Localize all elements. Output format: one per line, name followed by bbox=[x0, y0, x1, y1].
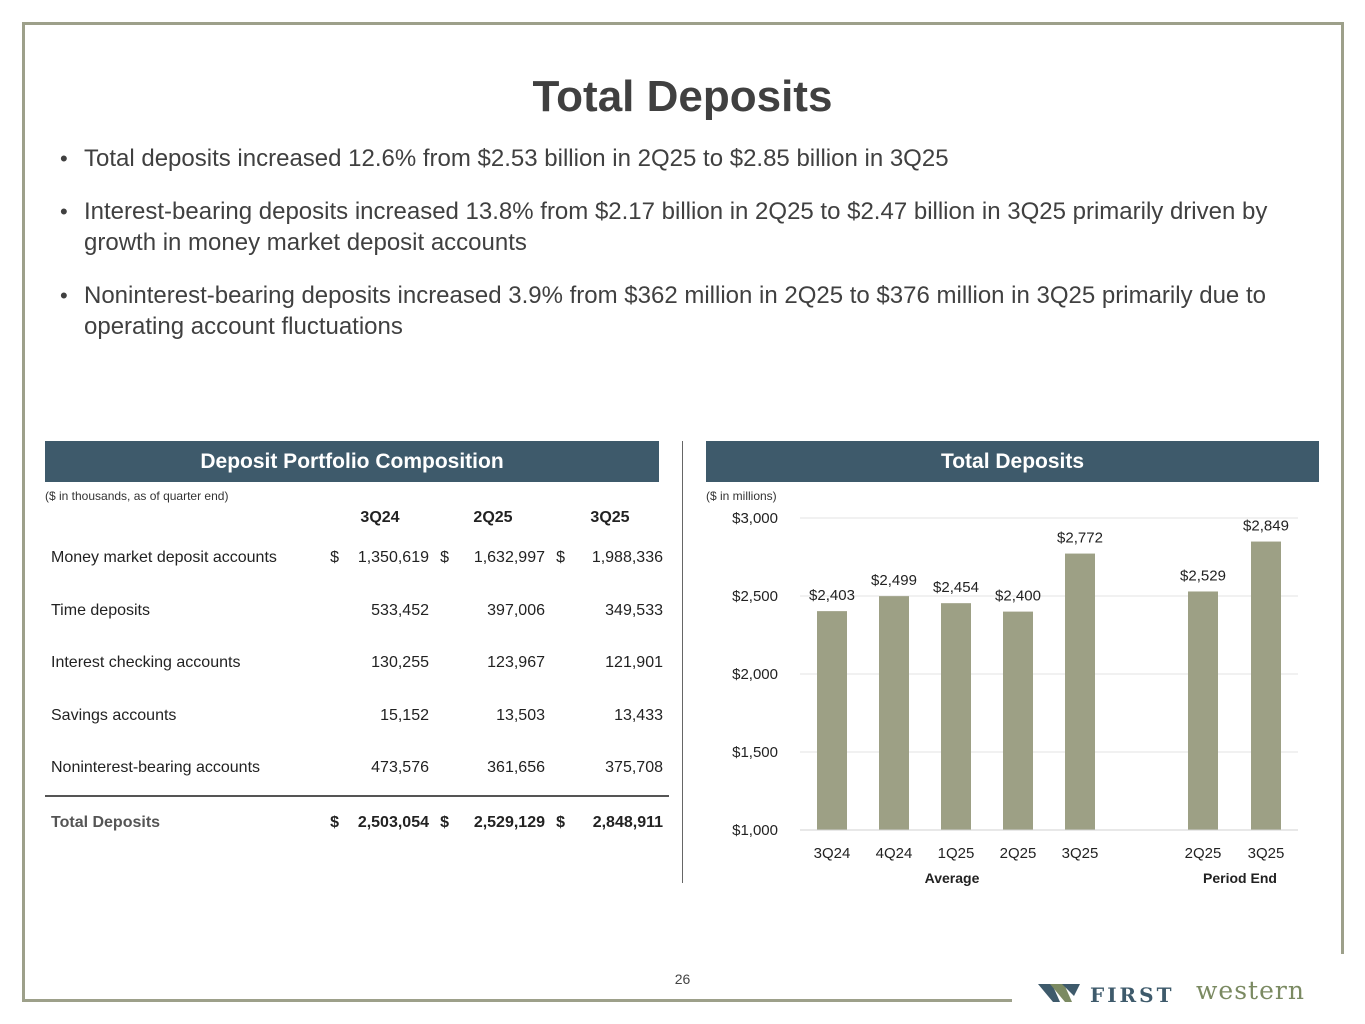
x-tick-label: 4Q24 bbox=[876, 845, 913, 862]
cell-value: 397,006 bbox=[487, 601, 545, 619]
x-tick-label: 3Q25 bbox=[1248, 845, 1285, 862]
cell-value: 1,632,997 bbox=[473, 549, 545, 567]
bullet-icon: • bbox=[60, 146, 68, 171]
bar bbox=[1251, 541, 1281, 830]
cell-value: 375,708 bbox=[605, 759, 663, 777]
bullet-item: • Noninterest-bearing deposits increased … bbox=[60, 280, 1330, 342]
first-western-logo: FIRST western bbox=[1038, 976, 1344, 1008]
composition-units-note: ($ in thousands, as of quarter end) bbox=[45, 489, 229, 503]
bar bbox=[1188, 591, 1218, 830]
page-title: Total Deposits bbox=[532, 72, 833, 121]
bar-data-label: $2,529 bbox=[1180, 567, 1226, 584]
bullet-text: Interest-bearing deposits increased 13.8… bbox=[84, 198, 1268, 256]
panel-divider bbox=[682, 441, 683, 883]
bar bbox=[941, 603, 971, 830]
cell-value: 15,152 bbox=[380, 706, 429, 724]
logo-mark-icon bbox=[1038, 984, 1080, 1002]
page-number: 26 bbox=[674, 971, 691, 987]
total-value: 2,503,054 bbox=[339, 794, 435, 849]
cell-value: 1,988,336 bbox=[591, 549, 663, 567]
currency-symbol: $ bbox=[435, 794, 449, 849]
table-row: Money market deposit accounts $ 1,350,61… bbox=[45, 532, 669, 585]
table-row: Noninterest-bearing accounts 473,576 361… bbox=[45, 742, 669, 796]
cell-value: 361,656 bbox=[487, 759, 545, 777]
column-header: 2Q25 bbox=[473, 509, 513, 526]
x-tick-label: 2Q25 bbox=[1000, 845, 1037, 862]
table-total-row: Total Deposits $ 2,503,054 $ 2,529,129 $… bbox=[45, 794, 669, 849]
x-tick-label: 2Q25 bbox=[1185, 845, 1222, 862]
currency-symbol: $ bbox=[440, 549, 449, 567]
bar bbox=[879, 596, 909, 830]
group-label: Average bbox=[925, 870, 980, 886]
cell-value: 1,350,619 bbox=[357, 549, 429, 567]
bullet-item: • Interest-bearing deposits increased 13.… bbox=[60, 196, 1330, 258]
row-label: Money market deposit accounts bbox=[51, 549, 277, 567]
row-label: Savings accounts bbox=[51, 706, 177, 724]
group-label: Period End bbox=[1203, 870, 1277, 886]
cell-value: 533,452 bbox=[371, 601, 429, 619]
y-tick-label: $2,500 bbox=[732, 588, 778, 605]
row-label: Noninterest-bearing accounts bbox=[51, 759, 261, 777]
currency-symbol: $ bbox=[556, 549, 565, 567]
y-tick-label: $3,000 bbox=[732, 510, 778, 527]
currency-symbol: $ bbox=[330, 549, 339, 567]
total-value: 2,529,129 bbox=[449, 794, 551, 849]
bar-data-label: $2,403 bbox=[809, 587, 855, 604]
bar-data-label: $2,499 bbox=[871, 572, 917, 589]
x-tick-label: 1Q25 bbox=[938, 845, 975, 862]
bullet-icon: • bbox=[60, 283, 68, 308]
table-row: Interest checking accounts 130,255 123,9… bbox=[45, 637, 669, 690]
total-label: Total Deposits bbox=[45, 794, 325, 849]
cell-value: 121,901 bbox=[605, 654, 663, 672]
table-header-row: 3Q24 2Q25 3Q25 bbox=[45, 504, 669, 532]
currency-symbol: $ bbox=[551, 794, 565, 849]
bar-data-label: $2,454 bbox=[933, 579, 979, 596]
total-deposits-chart-header: Total Deposits bbox=[706, 441, 1319, 482]
frame-bottom-border bbox=[22, 999, 1012, 1002]
cell-value: 13,503 bbox=[496, 706, 545, 724]
bar bbox=[1065, 553, 1095, 830]
frame-top-border bbox=[22, 22, 1344, 25]
bar bbox=[817, 611, 847, 830]
logo-word-western: western bbox=[1196, 976, 1305, 1005]
x-tick-label: 3Q24 bbox=[814, 845, 851, 862]
bullet-list: • Total deposits increased 12.6% from $2.… bbox=[60, 143, 1330, 364]
total-deposits-bar-chart: $1,000 $1,500 $2,000 $2,500 $3,000 $2,403 3Q24… bbox=[732, 510, 1298, 886]
table-row: Savings accounts 15,152 13,503 13,433 bbox=[45, 690, 669, 743]
y-tick-label: $2,000 bbox=[732, 666, 778, 683]
bar-data-label: $2,400 bbox=[995, 588, 1041, 605]
total-value: 2,848,911 bbox=[565, 794, 669, 849]
cell-value: 473,576 bbox=[371, 759, 429, 777]
currency-symbol: $ bbox=[325, 794, 339, 849]
x-tick-label: 3Q25 bbox=[1062, 845, 1099, 862]
cell-value: 349,533 bbox=[605, 601, 663, 619]
table-row: Time deposits 533,452 397,006 349,533 bbox=[45, 585, 669, 638]
deposit-composition-table: 3Q24 2Q25 3Q25 Money market deposit acco… bbox=[45, 504, 669, 849]
cell-value: 123,967 bbox=[487, 654, 545, 672]
y-tick-label: $1,000 bbox=[732, 822, 778, 839]
bullet-text: Noninterest-bearing deposits increased 3… bbox=[84, 282, 1266, 340]
y-tick-label: $1,500 bbox=[732, 744, 778, 761]
frame-left-border bbox=[22, 22, 25, 1002]
bullet-item: • Total deposits increased 12.6% from $2.… bbox=[60, 143, 1330, 174]
chart-units-note: ($ in millions) bbox=[706, 489, 777, 503]
bullet-icon: • bbox=[60, 199, 68, 224]
row-label: Interest checking accounts bbox=[51, 654, 241, 672]
deposit-composition-header: Deposit Portfolio Composition bbox=[45, 441, 659, 482]
row-label: Time deposits bbox=[51, 601, 150, 619]
column-header: 3Q24 bbox=[360, 509, 400, 526]
bar-data-label: $2,772 bbox=[1057, 530, 1103, 547]
bar-data-label: $2,849 bbox=[1243, 518, 1289, 535]
logo-word-first: FIRST bbox=[1090, 983, 1175, 1007]
bullet-text: Total deposits increased 12.6% from $2.5… bbox=[84, 145, 949, 172]
frame-right-border bbox=[1341, 22, 1344, 954]
column-header: 3Q25 bbox=[590, 509, 630, 526]
cell-value: 130,255 bbox=[371, 654, 429, 672]
cell-value: 13,433 bbox=[614, 706, 663, 724]
bar bbox=[1003, 611, 1033, 830]
